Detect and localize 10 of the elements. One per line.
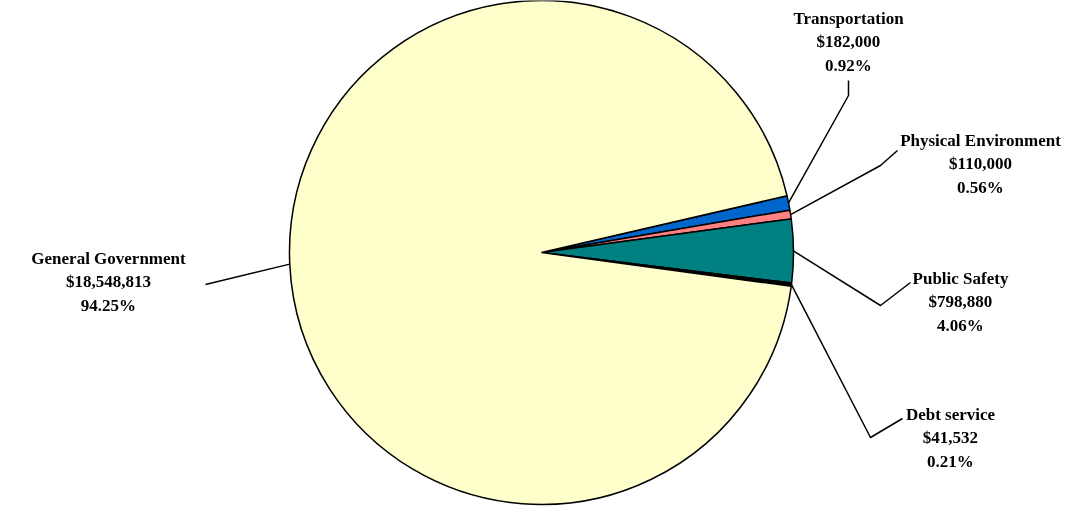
data-label: $798,880 4.06% [928, 292, 993, 335]
data-label: $182,000 0.92% [816, 32, 881, 75]
data-label: $41,532 0.21% [922, 428, 979, 471]
slice-label: Physical Environment [900, 130, 1062, 150]
slice-label: Public Safety [912, 268, 1009, 288]
data-label: $110,000 0.56% [949, 154, 1012, 197]
slice-label: Transportation [793, 8, 905, 28]
slice-label: General Government [31, 248, 187, 268]
data-label: $18,548,813 94.25% [66, 272, 151, 315]
slice-label: Debt service [905, 404, 996, 424]
